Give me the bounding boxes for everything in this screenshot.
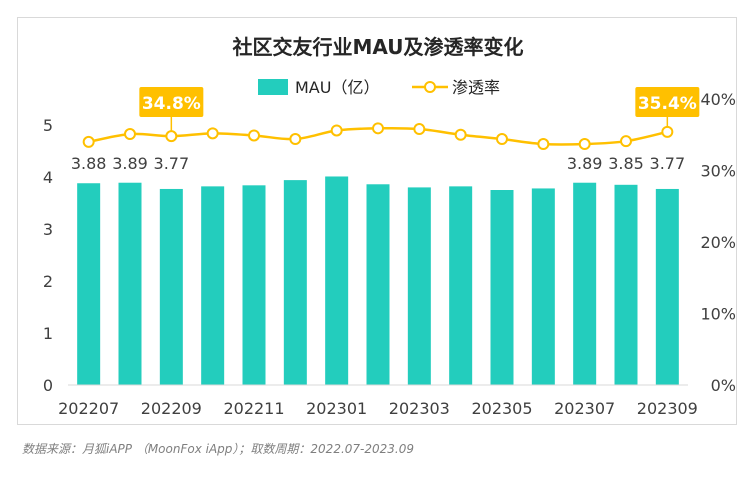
line-point <box>578 138 591 151</box>
y-axis-left: 0 1 2 3 4 5 <box>43 116 53 395</box>
y-right-tick-label: 40% <box>700 90 736 109</box>
bar <box>242 185 266 385</box>
legend-bar-swatch <box>258 79 288 95</box>
legend-bar-label: MAU（亿） <box>295 78 379 97</box>
bar <box>655 188 679 385</box>
bar-data-label: 3.88 <box>71 154 107 173</box>
line-point <box>537 138 550 151</box>
y-left-tick-label: 1 <box>43 324 53 343</box>
bar <box>201 186 225 385</box>
line-point <box>206 127 219 140</box>
chart-title: 社区交友行业MAU及渗透率变化 <box>231 35 523 59</box>
line-point <box>82 135 95 148</box>
y-left-tick-label: 3 <box>43 220 53 239</box>
bar-data-labels: 3.88 3.89 3.77 3.89 3.85 3.77 <box>71 154 685 173</box>
line-point <box>248 129 260 142</box>
x-tick-label: 202303 <box>389 399 450 418</box>
bar <box>325 176 349 385</box>
y-right-tick-label: 20% <box>700 233 736 252</box>
chart-frame <box>17 17 737 425</box>
x-tick-label: 202209 <box>141 399 202 418</box>
bar-series <box>77 176 679 385</box>
bar <box>366 184 390 385</box>
line-point <box>124 128 136 141</box>
bar <box>490 190 514 385</box>
bar-data-label: 3.89 <box>567 154 603 173</box>
x-tick-label: 202305 <box>471 399 532 418</box>
source-note: 数据来源：月狐iAPP （MoonFox iApp）；取数周期：2022.07-… <box>22 442 414 456</box>
bar-data-label: 3.85 <box>608 154 644 173</box>
line-point <box>496 133 508 146</box>
y-right-tick-label: 10% <box>700 305 736 324</box>
bar <box>283 180 307 385</box>
bar <box>573 182 597 385</box>
y-left-tick-label: 0 <box>43 376 53 395</box>
line-point <box>413 123 426 136</box>
callout-label: 35.4% <box>638 94 697 114</box>
y-left-tick-label: 5 <box>43 116 53 135</box>
bar <box>159 188 183 385</box>
line-point <box>661 125 674 138</box>
line-point <box>454 128 467 141</box>
bar <box>77 183 101 385</box>
y-right-tick-label: 30% <box>700 162 736 181</box>
x-tick-label: 202207 <box>58 399 119 418</box>
bar-data-label: 3.77 <box>154 154 190 173</box>
y-left-tick-label: 2 <box>43 272 53 291</box>
legend-line-marker <box>424 81 436 93</box>
line-point <box>372 122 384 135</box>
x-tick-label: 202211 <box>223 399 284 418</box>
line-point <box>165 130 178 143</box>
y-right-tick-label: 0% <box>711 376 736 395</box>
legend-line-label: 渗透率 <box>452 78 500 97</box>
line-series <box>82 122 674 151</box>
y-axis-right: 0% 10% 20% 30% 40% <box>700 90 736 395</box>
x-tick-label: 202309 <box>637 399 698 418</box>
bar-data-label: 3.77 <box>650 154 686 173</box>
bar <box>531 188 555 385</box>
line-point <box>620 135 632 148</box>
callout-label: 34.8% <box>142 94 201 114</box>
x-axis: 202207 202209 202211 202301 202303 202305 2023… <box>58 399 698 418</box>
y-left-tick-label: 4 <box>43 168 53 187</box>
x-tick-label: 202301 <box>306 399 367 418</box>
line-callouts: 34.8% 35.4% <box>139 87 700 132</box>
bar <box>449 186 473 385</box>
bar <box>614 184 638 385</box>
callout-box <box>635 87 700 117</box>
bar <box>407 187 431 385</box>
line-point <box>289 133 302 146</box>
line-point <box>330 124 343 137</box>
callout-box <box>139 87 204 117</box>
bar <box>118 182 142 385</box>
x-tick-label: 202307 <box>554 399 615 418</box>
bar-data-label: 3.89 <box>112 154 148 173</box>
legend: MAU（亿） 渗透率 <box>258 78 500 97</box>
